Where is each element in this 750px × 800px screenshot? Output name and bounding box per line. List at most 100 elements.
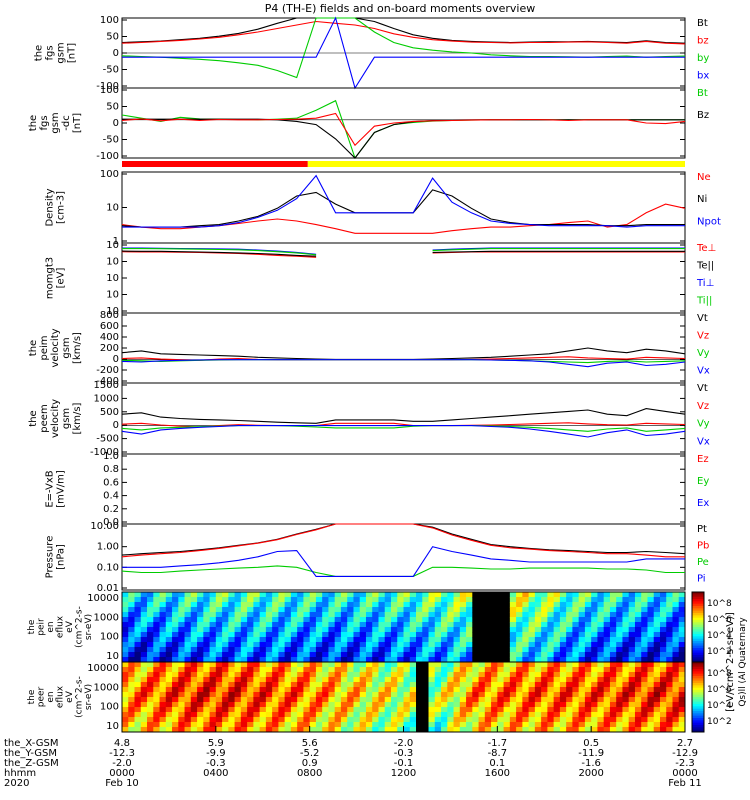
spectrogram-cell xyxy=(491,687,498,693)
spectrogram-cell xyxy=(215,637,223,643)
spectrogram-cell xyxy=(522,647,530,653)
spectrogram-cell xyxy=(572,617,580,623)
spectrogram-cell xyxy=(416,617,423,623)
spectrogram-cell xyxy=(353,662,361,668)
y-axis-label: thepeerenefluxeV(cm^2-s-sr-eV) xyxy=(27,676,94,718)
spectrogram-cell xyxy=(641,607,648,613)
spectrogram-cell xyxy=(447,597,454,603)
spectrogram-cell xyxy=(253,602,261,608)
spectrogram-cell xyxy=(209,717,217,723)
spectrogram-cell xyxy=(609,677,617,683)
spectrogram-cell xyxy=(472,597,479,603)
spectrogram-cell xyxy=(534,657,542,663)
spectrogram-cell xyxy=(616,642,623,648)
spectrogram-cell xyxy=(647,617,655,623)
colorbar-swatch xyxy=(692,606,704,609)
spectrogram-cell xyxy=(559,672,567,678)
ephemeris-value: -2.3 xyxy=(675,758,695,769)
spectrogram-cell xyxy=(541,662,548,668)
spectrogram-cell xyxy=(290,637,298,643)
spectrogram-cell xyxy=(290,597,298,603)
spectrogram-cell xyxy=(340,677,348,683)
spectrogram-cell xyxy=(641,727,648,733)
spectrogram-cell xyxy=(403,717,411,723)
spectrogram-cell xyxy=(666,707,673,713)
spectrogram-cell xyxy=(459,687,467,693)
spectrogram-cell xyxy=(647,712,655,718)
spectrogram-cell xyxy=(428,712,436,718)
spectrogram-cell xyxy=(190,727,198,733)
series-line-Vx xyxy=(121,359,686,368)
spectrogram-cell xyxy=(397,632,404,638)
spectrogram-cell xyxy=(272,717,279,723)
spectrogram-cell xyxy=(209,617,217,623)
colorbar-swatch xyxy=(692,715,704,719)
spectrogram-cell xyxy=(384,612,392,618)
spectrogram-cell xyxy=(159,652,167,658)
spectrogram-cell xyxy=(528,687,536,693)
spectrogram-cell xyxy=(434,627,442,633)
spectrogram-cell xyxy=(591,702,598,708)
spectrogram-cell xyxy=(272,647,279,653)
spectrogram-cell xyxy=(491,697,498,703)
spectrogram-cell xyxy=(497,702,504,708)
spectrogram-cell xyxy=(247,717,254,723)
spectrogram-cell xyxy=(678,692,686,698)
spectrogram-cell xyxy=(641,672,648,678)
spectrogram-cell xyxy=(547,597,555,603)
spectrogram-cell xyxy=(528,657,536,663)
spectrogram-cell xyxy=(140,652,148,658)
series-line-Vx xyxy=(121,425,686,438)
spectrogram-cell xyxy=(228,642,235,648)
spectrogram-cell xyxy=(616,617,623,623)
spectrogram-cell xyxy=(503,637,511,643)
spectrogram-cell xyxy=(253,697,261,703)
spectrogram-cell xyxy=(641,702,648,708)
spectrogram-cell xyxy=(522,682,530,688)
panel-frame xyxy=(121,523,686,591)
spectrogram-cell xyxy=(472,612,479,618)
ephemeris-value: 5.9 xyxy=(208,738,224,749)
spectrogram-cell xyxy=(541,717,548,723)
spectrogram-cell xyxy=(609,622,617,628)
spectrogram-cell xyxy=(516,677,523,683)
spectrogram-cell xyxy=(184,597,192,603)
spectrogram-cell xyxy=(484,687,492,693)
spectrogram-cell xyxy=(372,672,379,678)
spectrogram-cell xyxy=(559,602,567,608)
y-tick-label: 1000 xyxy=(94,682,119,693)
spectrogram-cell xyxy=(128,687,135,693)
spectrogram-cell xyxy=(609,657,617,663)
spectrogram-cell xyxy=(647,692,655,698)
spectrogram-cell xyxy=(328,627,336,633)
spectrogram-cell xyxy=(340,662,348,668)
spectrogram-cell xyxy=(672,712,680,718)
spectrogram-cell xyxy=(441,697,448,703)
spectrogram-cell xyxy=(172,707,179,713)
spectrogram-cell xyxy=(609,612,617,618)
spectrogram-cell xyxy=(447,657,454,663)
spectrogram-cell xyxy=(647,697,655,703)
spectrogram-cell xyxy=(297,697,304,703)
spectrogram-cell xyxy=(259,662,267,668)
y-tick-label: 1 xyxy=(113,236,119,247)
spectrogram-cell xyxy=(384,697,392,703)
spectrogram-cell xyxy=(153,647,160,653)
spectrogram-cell xyxy=(172,672,179,678)
spectrogram-cell xyxy=(541,597,548,603)
spectrogram-cell xyxy=(622,627,630,633)
spectrogram-cell xyxy=(484,642,492,648)
spectrogram-cell xyxy=(147,727,154,733)
spectrogram-cell xyxy=(447,662,454,668)
spectrogram-cell xyxy=(603,677,611,683)
spectrogram-cell xyxy=(609,712,617,718)
spectrogram-cell xyxy=(197,687,204,693)
spectrogram-cell xyxy=(447,667,454,673)
spectrogram-cell xyxy=(297,627,304,633)
spectrogram-cell xyxy=(322,707,329,713)
spectrogram-cell xyxy=(397,612,404,618)
spectrogram-cell xyxy=(566,652,573,658)
spectrogram-cell xyxy=(409,692,417,698)
spectrogram-cell xyxy=(441,617,448,623)
y-tick-label: 0.01 xyxy=(97,583,119,594)
